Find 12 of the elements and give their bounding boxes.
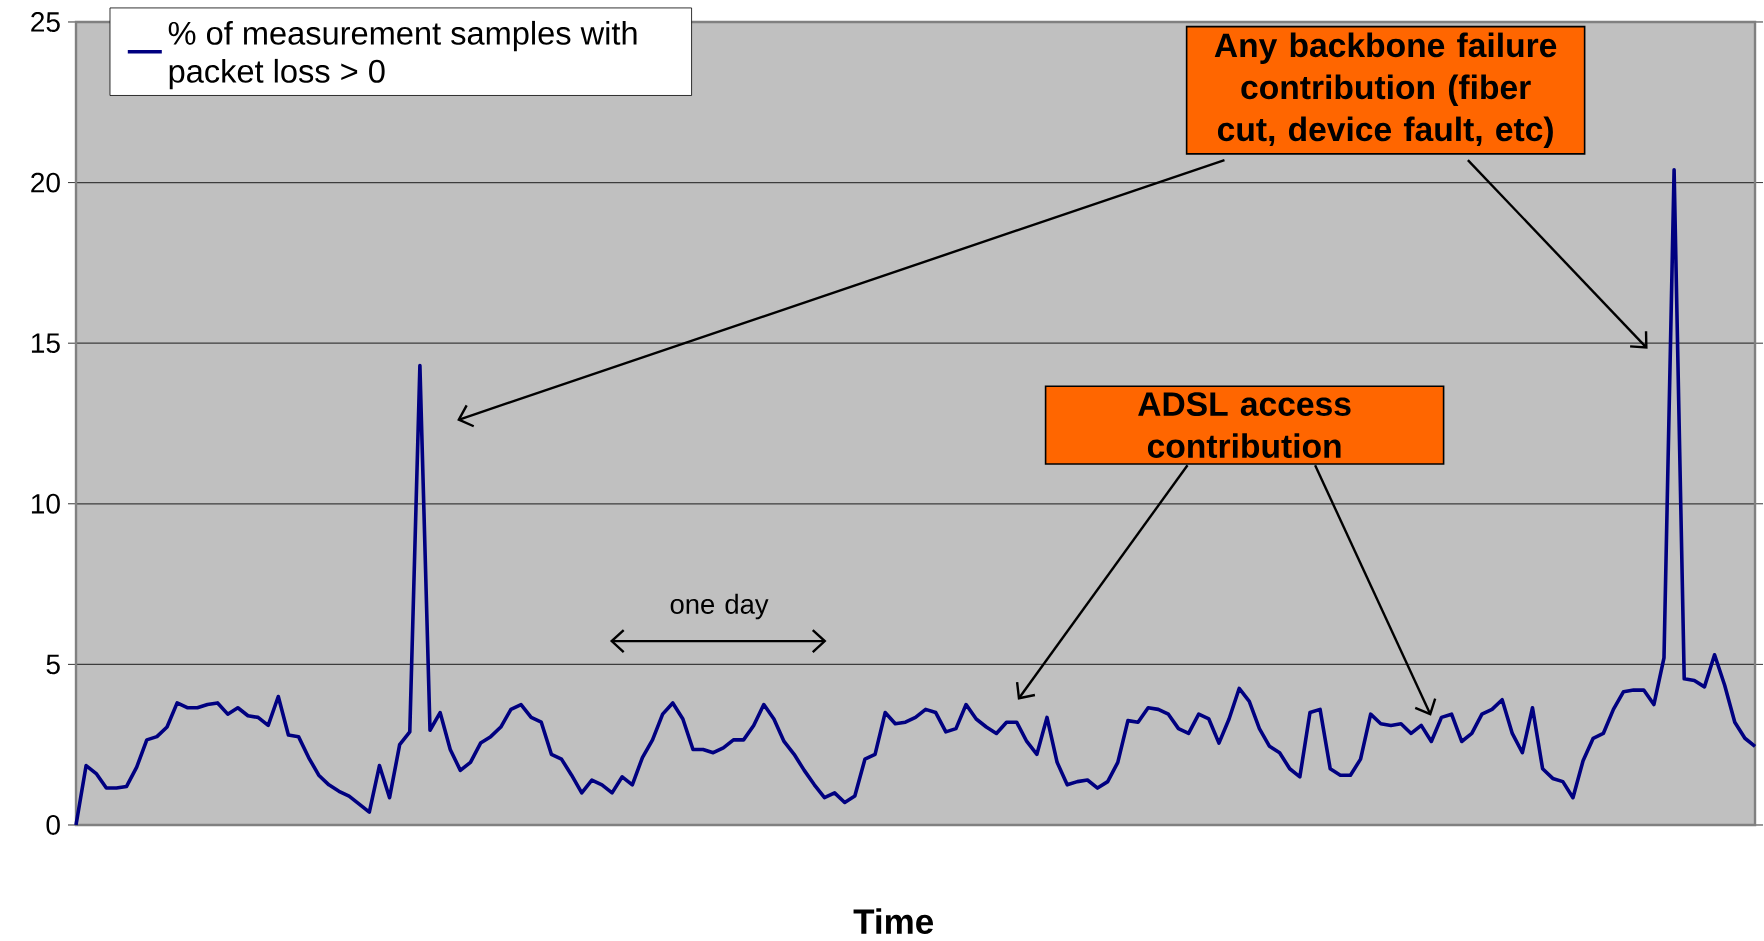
y-tick-label: 10 [31,494,60,514]
x-axis-title: Time [853,908,934,935]
y-tick-label: 15 [31,333,60,354]
line-series [74,168,1757,827]
y-tick-label: 0 [46,815,60,836]
annotation: one day [670,593,769,620]
y-tick-label: 25 [31,12,60,33]
y-tick-label: 20 [31,172,60,193]
y-tick-label: 5 [46,654,60,675]
annotation: ADSL access contribution [1138,392,1351,459]
legend-label: % of measurement samples with packet loss > 0 [168,21,637,90]
annotation: Any backbone failure contribution (fiber cut, device fault, etc) [1214,32,1557,149]
